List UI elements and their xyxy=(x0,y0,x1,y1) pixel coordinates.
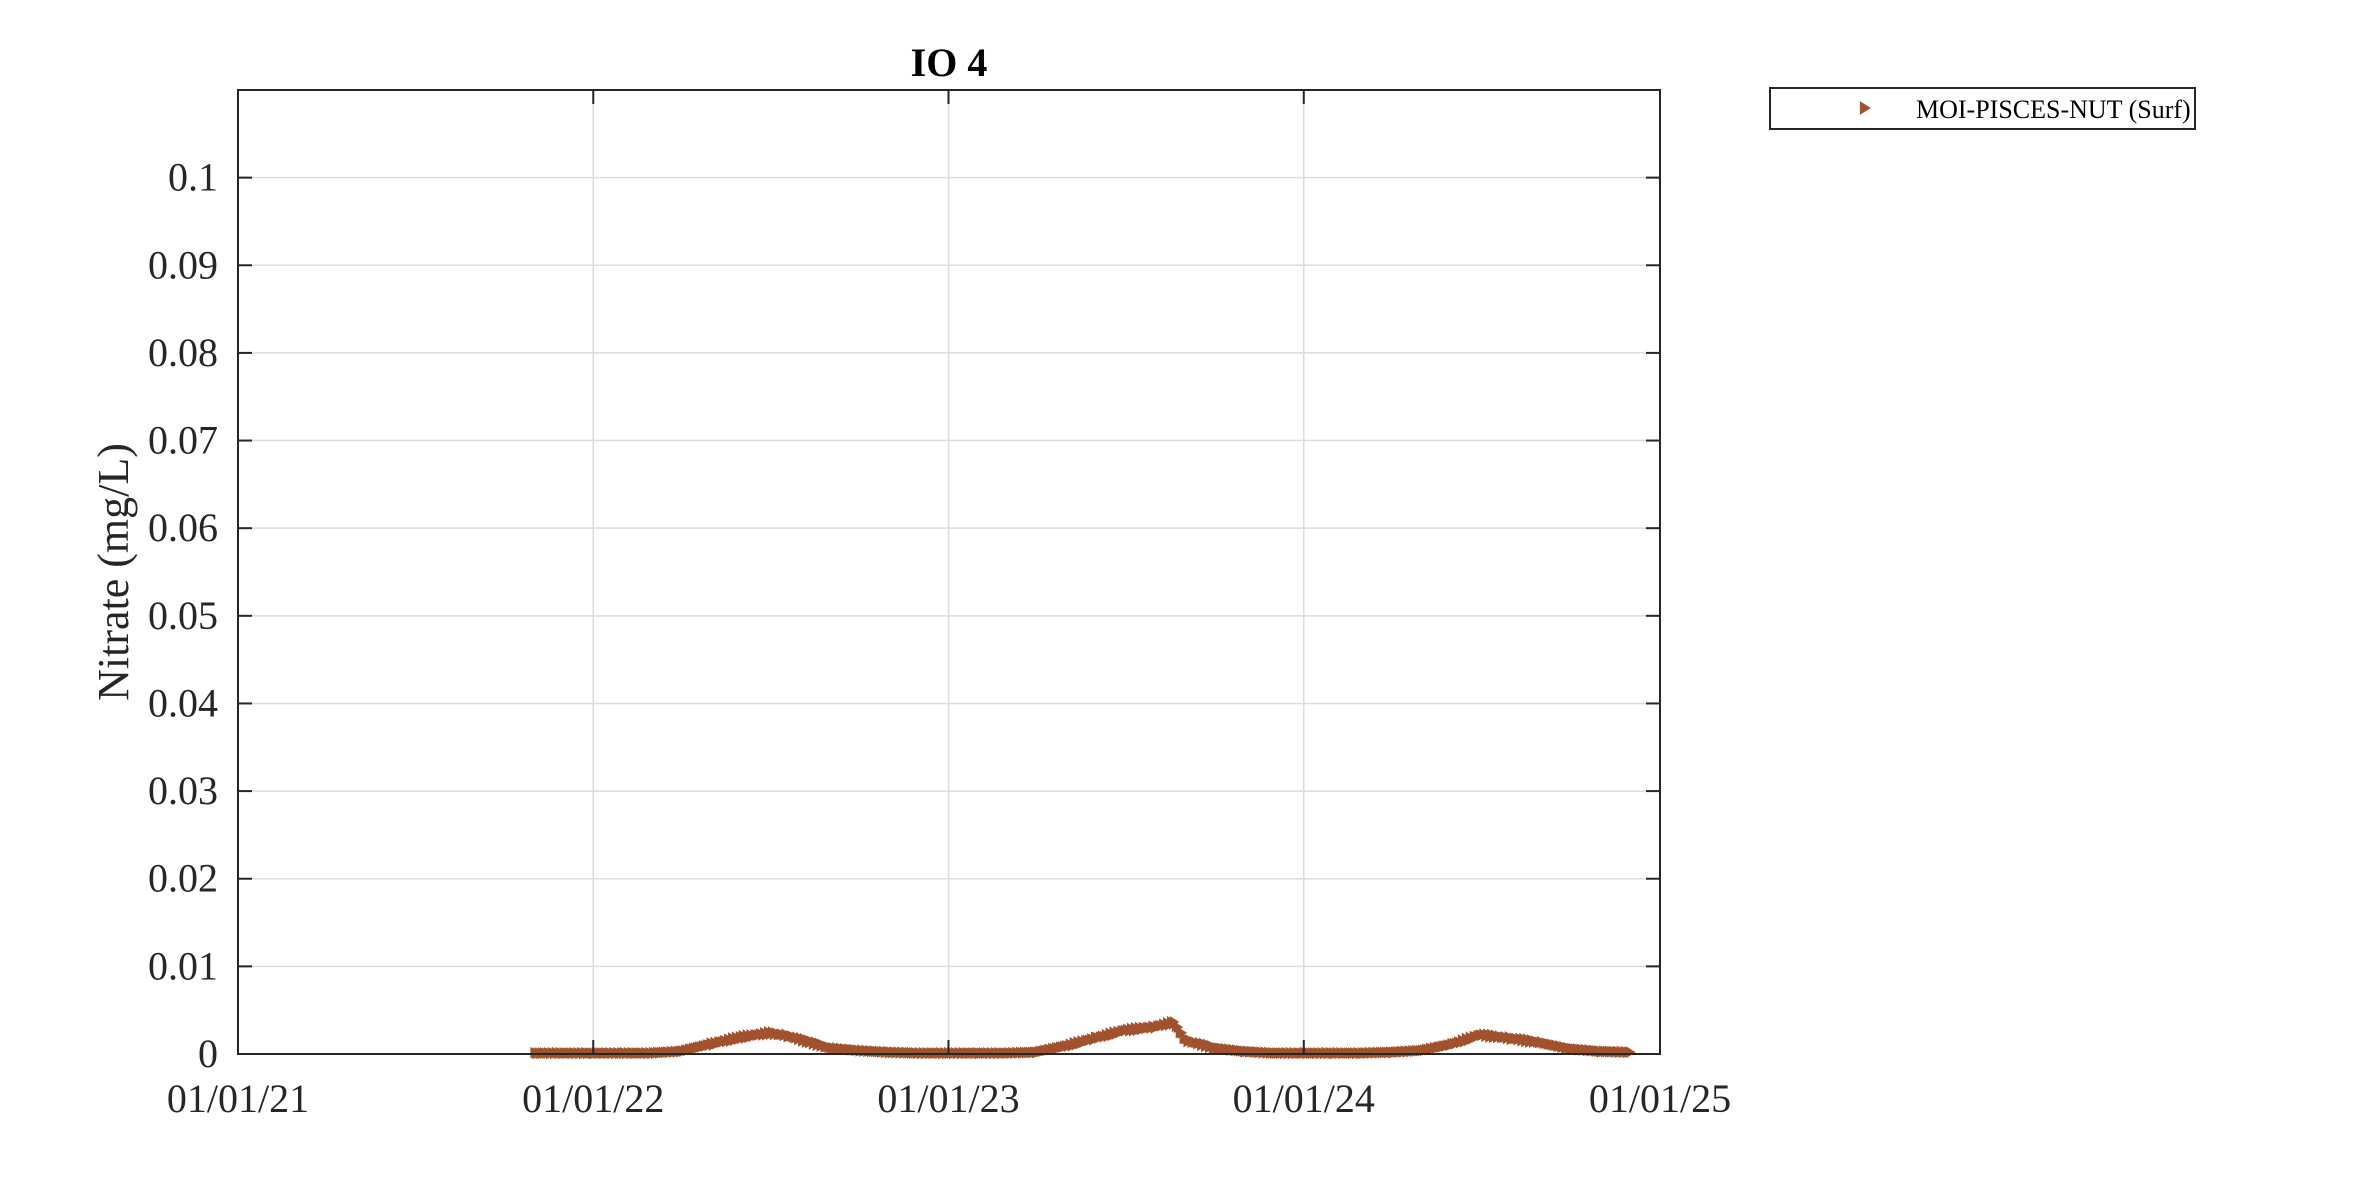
y-tick-label: 0 xyxy=(198,1031,218,1076)
y-tick-label: 0.07 xyxy=(148,418,218,463)
legend-label: MOI-PISCES-NUT (Surf) xyxy=(1916,95,2191,124)
chart-title: IO 4 xyxy=(911,40,988,85)
x-tick-labels: 01/01/21 01/01/22 01/01/23 01/01/24 01/01/25 xyxy=(167,1076,1731,1121)
y-tick-label: 0.04 xyxy=(148,680,218,725)
legend: MOI-PISCES-NUT (Surf) xyxy=(1769,87,2196,130)
y-tick-label: 0.08 xyxy=(148,330,218,375)
x-tick-label: 01/01/22 xyxy=(522,1076,664,1121)
y-tick-label: 0.09 xyxy=(148,242,218,287)
y-tick-label: 0.03 xyxy=(148,768,218,813)
grid-lines xyxy=(238,90,1660,1054)
x-tick-label: 01/01/21 xyxy=(167,1076,309,1121)
y-tick-label: 0.1 xyxy=(168,155,218,200)
y-tick-label: 0.01 xyxy=(148,943,218,988)
axis-ticks xyxy=(237,90,1661,1055)
x-tick-label: 01/01/23 xyxy=(877,1076,1019,1121)
x-tick-label: 01/01/24 xyxy=(1233,1076,1375,1121)
y-axis-title: Nitrate (mg/L) xyxy=(89,443,138,701)
legend-marker-triangle-icon xyxy=(1859,101,1871,115)
y-tick-label: 0.02 xyxy=(148,856,218,901)
y-tick-label: 0.05 xyxy=(148,593,218,638)
y-tick-labels: 0 0.01 0.02 0.03 0.04 0.05 0.06 0.07 0.08 0.09 0.1 xyxy=(148,155,218,1076)
legend-box xyxy=(1769,87,2196,130)
x-tick-label: 01/01/25 xyxy=(1589,1076,1731,1121)
y-tick-label: 0.06 xyxy=(148,505,218,550)
